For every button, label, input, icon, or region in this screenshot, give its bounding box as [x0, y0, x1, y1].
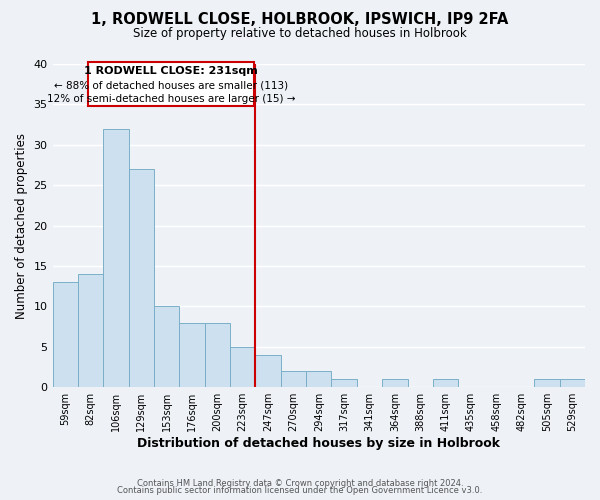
Bar	[205, 322, 230, 387]
Bar	[154, 306, 179, 387]
Text: 1 RODWELL CLOSE: 231sqm: 1 RODWELL CLOSE: 231sqm	[84, 66, 258, 76]
Bar	[103, 128, 128, 387]
Text: 1, RODWELL CLOSE, HOLBROOK, IPSWICH, IP9 2FA: 1, RODWELL CLOSE, HOLBROOK, IPSWICH, IP9…	[91, 12, 509, 28]
Text: 12% of semi-detached houses are larger (15) →: 12% of semi-detached houses are larger (…	[47, 94, 295, 104]
Bar	[230, 347, 256, 387]
Bar	[179, 322, 205, 387]
Bar	[306, 371, 331, 387]
Bar	[256, 355, 281, 387]
Bar	[281, 371, 306, 387]
FancyBboxPatch shape	[88, 62, 254, 106]
Bar	[382, 379, 407, 387]
Bar	[128, 169, 154, 387]
Text: Contains HM Land Registry data © Crown copyright and database right 2024.: Contains HM Land Registry data © Crown c…	[137, 478, 463, 488]
Y-axis label: Number of detached properties: Number of detached properties	[15, 132, 28, 318]
Bar	[560, 379, 585, 387]
X-axis label: Distribution of detached houses by size in Holbrook: Distribution of detached houses by size …	[137, 437, 500, 450]
Bar	[331, 379, 357, 387]
Text: Contains public sector information licensed under the Open Government Licence v3: Contains public sector information licen…	[118, 486, 482, 495]
Bar	[53, 282, 78, 387]
Bar	[78, 274, 103, 387]
Bar	[534, 379, 560, 387]
Text: Size of property relative to detached houses in Holbrook: Size of property relative to detached ho…	[133, 28, 467, 40]
Bar	[433, 379, 458, 387]
Text: ← 88% of detached houses are smaller (113): ← 88% of detached houses are smaller (11…	[54, 81, 288, 91]
